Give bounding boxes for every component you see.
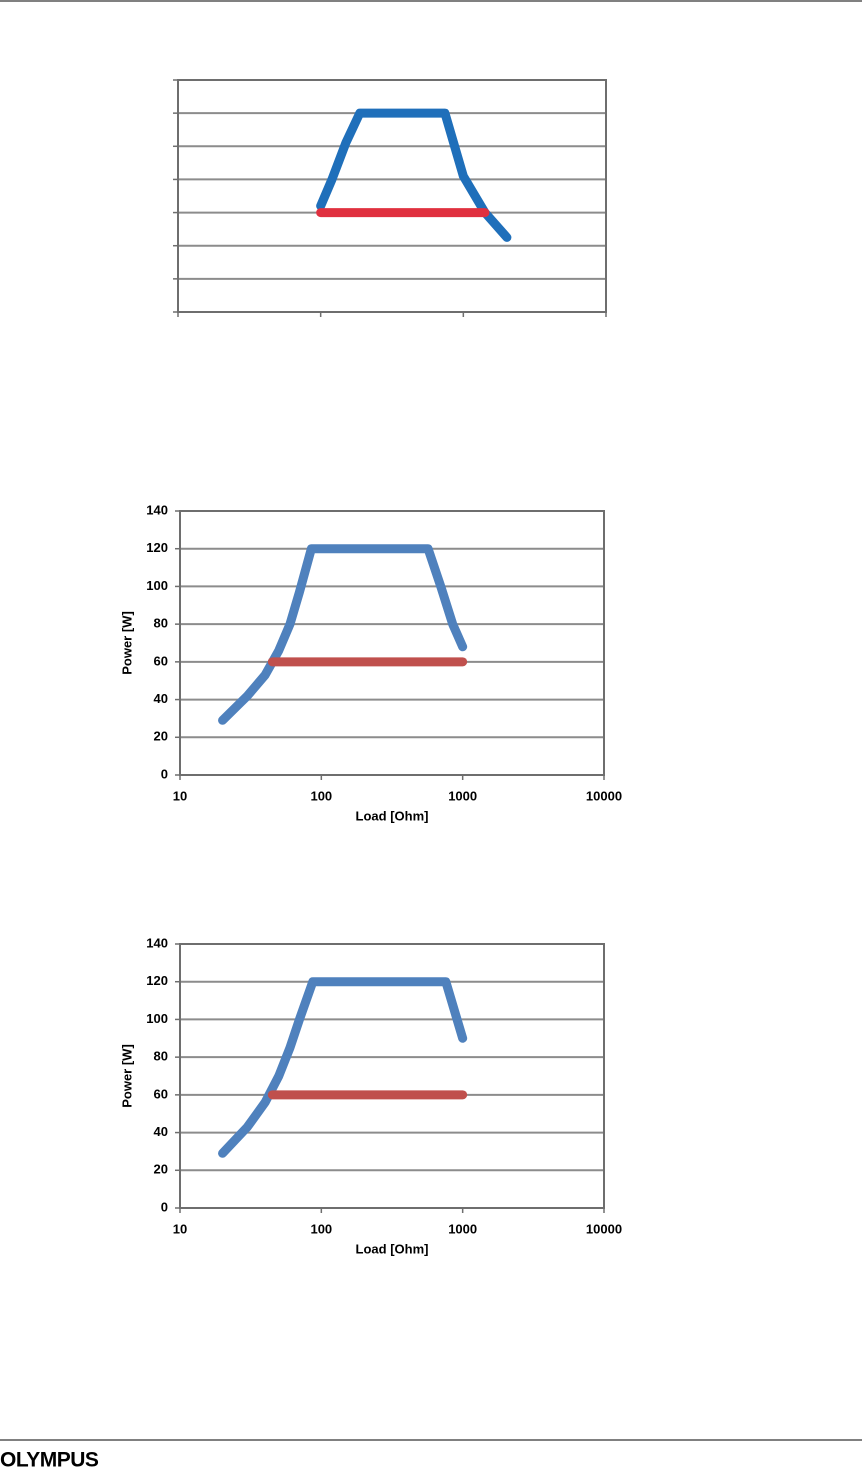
x-axis-label: Load [Ohm]	[356, 808, 429, 823]
y-tick-label: 80	[154, 616, 168, 631]
y-tick-label: 40	[154, 691, 168, 706]
x-tick-label: 100	[310, 1221, 332, 1236]
y-tick-label: 80	[154, 1049, 168, 1064]
y-tick-label: 100	[146, 1011, 168, 1026]
x-tick-label: 10	[173, 1221, 187, 1236]
y-tick-label: 20	[154, 1162, 168, 1177]
x-tick-label: 10000	[586, 788, 622, 803]
x-tick-label: 1000	[448, 1221, 477, 1236]
y-tick-label: 0	[161, 766, 168, 781]
y-tick-label: 120	[146, 540, 168, 555]
y-tick-label: 0	[161, 1199, 168, 1214]
x-tick-label: 10000	[586, 1221, 622, 1236]
x-tick-label: 10	[173, 788, 187, 803]
series-line	[218, 977, 468, 1158]
series-line	[218, 544, 468, 725]
y-tick-label: 120	[146, 973, 168, 988]
logo: OLYMPUS	[0, 1449, 99, 1472]
x-tick-label: 1000	[448, 788, 477, 803]
y-axis-label: Power [W]	[119, 611, 134, 675]
plot-frame	[179, 510, 605, 776]
y-tick-label: 60	[154, 1086, 168, 1101]
plot-frame	[177, 79, 607, 313]
series-line	[316, 108, 512, 242]
y-tick-label: 40	[154, 1124, 168, 1139]
x-axis-label: Load [Ohm]	[356, 1241, 429, 1256]
y-tick-label: 60	[154, 653, 168, 668]
y-axis-label: Power [W]	[119, 1044, 134, 1108]
y-tick-label: 20	[154, 729, 168, 744]
y-tick-label: 100	[146, 578, 168, 593]
x-tick-label: 100	[310, 788, 332, 803]
y-tick-label: 140	[146, 502, 168, 517]
y-tick-label: 140	[146, 935, 168, 950]
plot-frame	[179, 943, 605, 1209]
